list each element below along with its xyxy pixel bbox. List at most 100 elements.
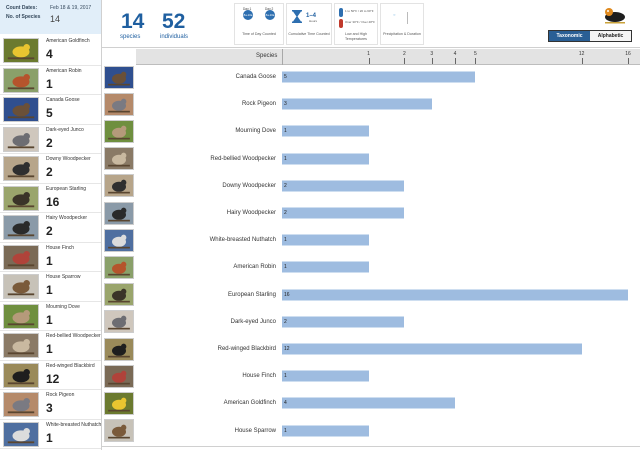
species-count: 1 bbox=[46, 342, 53, 356]
bar-bird-photo bbox=[104, 201, 134, 225]
species-list-item[interactable]: Downy Woodpecker 2 bbox=[0, 154, 101, 184]
species-count: 4 bbox=[46, 47, 53, 61]
bar-value-label: 12 bbox=[284, 346, 290, 352]
bar-value-label: 1 bbox=[284, 128, 287, 135]
bar-bird-photo bbox=[104, 310, 134, 334]
bar-bird-photo bbox=[104, 228, 134, 252]
species-list-item[interactable]: American Robin 1 bbox=[0, 66, 101, 95]
bar-category-label: Red-winged Blackbird bbox=[217, 346, 276, 352]
time-counted-panel: 1–4 Hours Cumulative Time Counted bbox=[286, 3, 332, 45]
species-list-item[interactable]: Mourning Dove 1 bbox=[0, 302, 101, 331]
species-total-label: species bbox=[120, 34, 141, 40]
species-list-item[interactable]: House Sparrow 1 bbox=[0, 272, 101, 302]
bar-bird-photo bbox=[104, 283, 134, 307]
species-list-item[interactable]: Canada Goose 5 bbox=[0, 95, 101, 125]
bar-value-label: 4 bbox=[284, 400, 287, 407]
x-tick-mark bbox=[404, 58, 406, 64]
taxonomic-sort-button[interactable]: Taxonomic bbox=[549, 31, 590, 41]
species-name: Downy Woodpecker bbox=[46, 156, 91, 162]
temp-high-text: 1 to 50°F / 20 to 60°F bbox=[345, 9, 374, 13]
bar-bird-photo bbox=[104, 337, 134, 361]
bar-value-label: 5 bbox=[284, 74, 287, 80]
x-tick-mark bbox=[581, 58, 583, 64]
day2-label: Day 2 bbox=[265, 7, 274, 11]
bird-photo bbox=[3, 126, 39, 152]
species-count: 1 bbox=[46, 253, 53, 268]
bird-logo-icon bbox=[605, 8, 625, 24]
species-count: 12 bbox=[46, 371, 60, 386]
species-name: European Starling bbox=[46, 185, 87, 192]
species-list-item[interactable]: White-breasted Nuthatch 1 bbox=[0, 420, 102, 449]
species-name: American Robin bbox=[46, 67, 82, 74]
bar bbox=[282, 98, 432, 110]
hourglass-icon bbox=[292, 10, 302, 23]
species-count: 1 bbox=[46, 283, 53, 297]
species-label-column: Canada Goose Rock Pigeon Mourning Dove Red-… bbox=[136, 65, 276, 450]
bar-bird-photo bbox=[104, 419, 134, 443]
species-name: House Finch bbox=[46, 244, 75, 251]
bar-bird-photo bbox=[104, 364, 134, 388]
species-axis-label: Species bbox=[256, 53, 278, 59]
hours-value: 1–4 bbox=[306, 13, 317, 19]
x-tick-label: 3 bbox=[430, 51, 434, 57]
species-name: White-breasted Nuthatch bbox=[46, 421, 102, 428]
species-list: American Goldfinch 4 American Robin 1 Canada… bbox=[0, 36, 101, 449]
species-count: 16 bbox=[46, 194, 60, 209]
species-total: 14 bbox=[121, 10, 145, 33]
x-tick-label: 1 bbox=[367, 51, 370, 57]
x-tick-mark bbox=[628, 58, 629, 64]
bar-bird-photo bbox=[104, 147, 134, 171]
bird-photo bbox=[3, 244, 39, 270]
sort-toggle: Taxonomic Alphabetic bbox=[548, 30, 632, 42]
bird-photo bbox=[3, 421, 39, 447]
x-tick-label: 16 bbox=[625, 51, 631, 57]
individuals-total: 52 bbox=[162, 10, 186, 33]
bird-photo bbox=[3, 392, 39, 417]
bottom-rule bbox=[102, 446, 640, 447]
thermometer-warm-icon bbox=[339, 19, 343, 28]
bar-value-label: 2 bbox=[284, 210, 287, 216]
alphabetic-sort-button[interactable]: Alphabetic bbox=[590, 31, 631, 41]
bar-value-label: 1 bbox=[284, 427, 287, 434]
species-name: Mourning Dove bbox=[46, 303, 80, 310]
bar bbox=[282, 234, 369, 246]
species-list-item[interactable]: Red-bellied Woodpecker 1 bbox=[0, 331, 101, 361]
precipitation-caption: Precipitation & Duration bbox=[383, 32, 421, 36]
bar bbox=[282, 316, 405, 328]
species-name: Rock Pigeon bbox=[46, 392, 75, 398]
temperature-panel: 1 to 50°F / 20 to 60°F Over 30°F / Over … bbox=[334, 3, 378, 45]
species-list-item[interactable]: House Finch 1 bbox=[0, 243, 101, 272]
species-count: 2 bbox=[46, 135, 53, 150]
bar-bird-photo bbox=[104, 65, 134, 89]
species-count: 2 bbox=[46, 165, 53, 179]
species-count: 1 bbox=[46, 430, 53, 445]
bar bbox=[282, 261, 369, 273]
bar-value-label: 1 bbox=[284, 237, 287, 244]
species-count: 2 bbox=[46, 224, 53, 238]
bar-category-label: Red-bellied Woodpecker bbox=[210, 155, 276, 162]
bar-value-label: 2 bbox=[284, 182, 287, 189]
species-list-item[interactable]: European Starling 16 bbox=[0, 184, 101, 213]
bar-category-label: American Goldfinch bbox=[223, 400, 276, 407]
bar bbox=[282, 370, 369, 382]
bar-plot-area: 5 3 1 1 2 2 1 1 16 2 12 1 4 1 bbox=[282, 65, 640, 450]
species-name: Canada Goose bbox=[46, 97, 80, 103]
bar-bird-photo bbox=[104, 119, 134, 143]
species-sidebar: Count Dates: Feb 18 & 19, 2017 No. of Sp… bbox=[0, 0, 102, 450]
temperature-caption: Low and High Temperatures bbox=[345, 32, 367, 41]
species-list-item[interactable]: Hairy Woodpecker 2 bbox=[0, 213, 101, 243]
bar bbox=[282, 289, 628, 301]
day1-clock-icon: 8a-10a bbox=[243, 10, 253, 20]
species-list-item[interactable]: Dark-eyed Junco 2 bbox=[0, 125, 101, 154]
species-list-item[interactable]: Rock Pigeon 3 bbox=[0, 390, 101, 420]
temp-low-text: Over 30°F / Over 48°F bbox=[345, 20, 375, 24]
bird-photo bbox=[3, 362, 39, 388]
species-name: House Sparrow bbox=[46, 274, 81, 280]
species-list-item[interactable]: Red-winged Blackbird 12 bbox=[0, 361, 101, 390]
bird-photo bbox=[3, 303, 39, 329]
bar-category-label: Hairy Woodpecker bbox=[226, 210, 276, 216]
bar-category-label: Mourning Dove bbox=[235, 128, 276, 135]
bird-photo bbox=[3, 97, 39, 122]
bar-bird-photo bbox=[104, 92, 134, 116]
species-list-item[interactable]: American Goldfinch 4 bbox=[0, 36, 101, 66]
